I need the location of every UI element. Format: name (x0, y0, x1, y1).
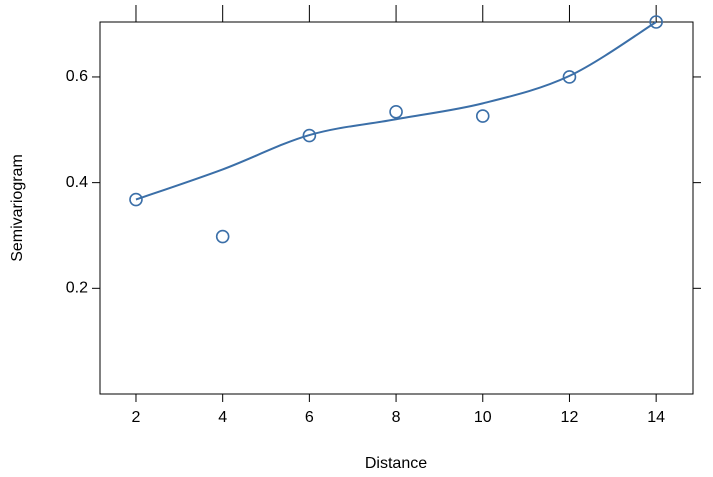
x-axis-label: Distance (365, 455, 427, 472)
y-axis-label: Semivariogram (9, 154, 26, 262)
y-tick-label: 0.6 (66, 68, 88, 85)
point (475, 109, 490, 123)
x-tick-label: 14 (647, 409, 665, 426)
y-tick-label: 0.4 (66, 174, 88, 191)
point (215, 229, 230, 244)
plot-frame (99, 21, 694, 395)
point (302, 128, 317, 143)
y-tick-label: 0.2 (66, 280, 88, 297)
point (649, 15, 663, 29)
smooth-line (135, 21, 657, 201)
point (129, 192, 143, 207)
x-tick-label: 10 (474, 409, 492, 426)
x-tick-label: 12 (561, 409, 579, 426)
x-tick-label: 4 (218, 409, 227, 426)
x-tick-label: 8 (392, 409, 401, 426)
point (562, 70, 577, 84)
x-tick-label: 6 (305, 409, 314, 426)
x-tick-label: 2 (132, 409, 141, 426)
point (389, 105, 403, 119)
